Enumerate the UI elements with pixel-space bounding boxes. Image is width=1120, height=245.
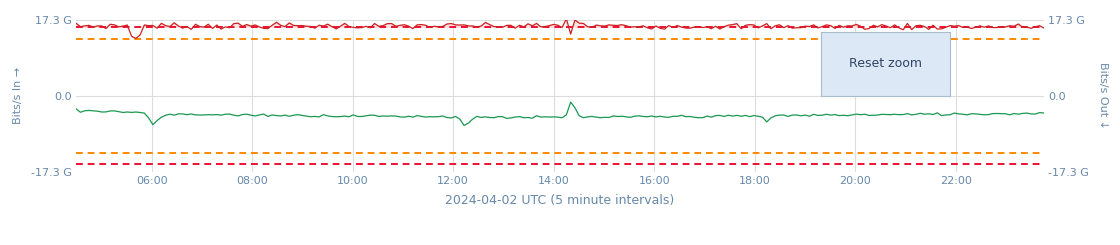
Y-axis label: Bits/s In →: Bits/s In → xyxy=(12,67,22,124)
Text: Reset zoom: Reset zoom xyxy=(849,57,922,70)
X-axis label: 2024-04-02 UTC (5 minute intervals): 2024-04-02 UTC (5 minute intervals) xyxy=(446,194,674,207)
Y-axis label: Bits/s Out ↓: Bits/s Out ↓ xyxy=(1099,62,1109,129)
